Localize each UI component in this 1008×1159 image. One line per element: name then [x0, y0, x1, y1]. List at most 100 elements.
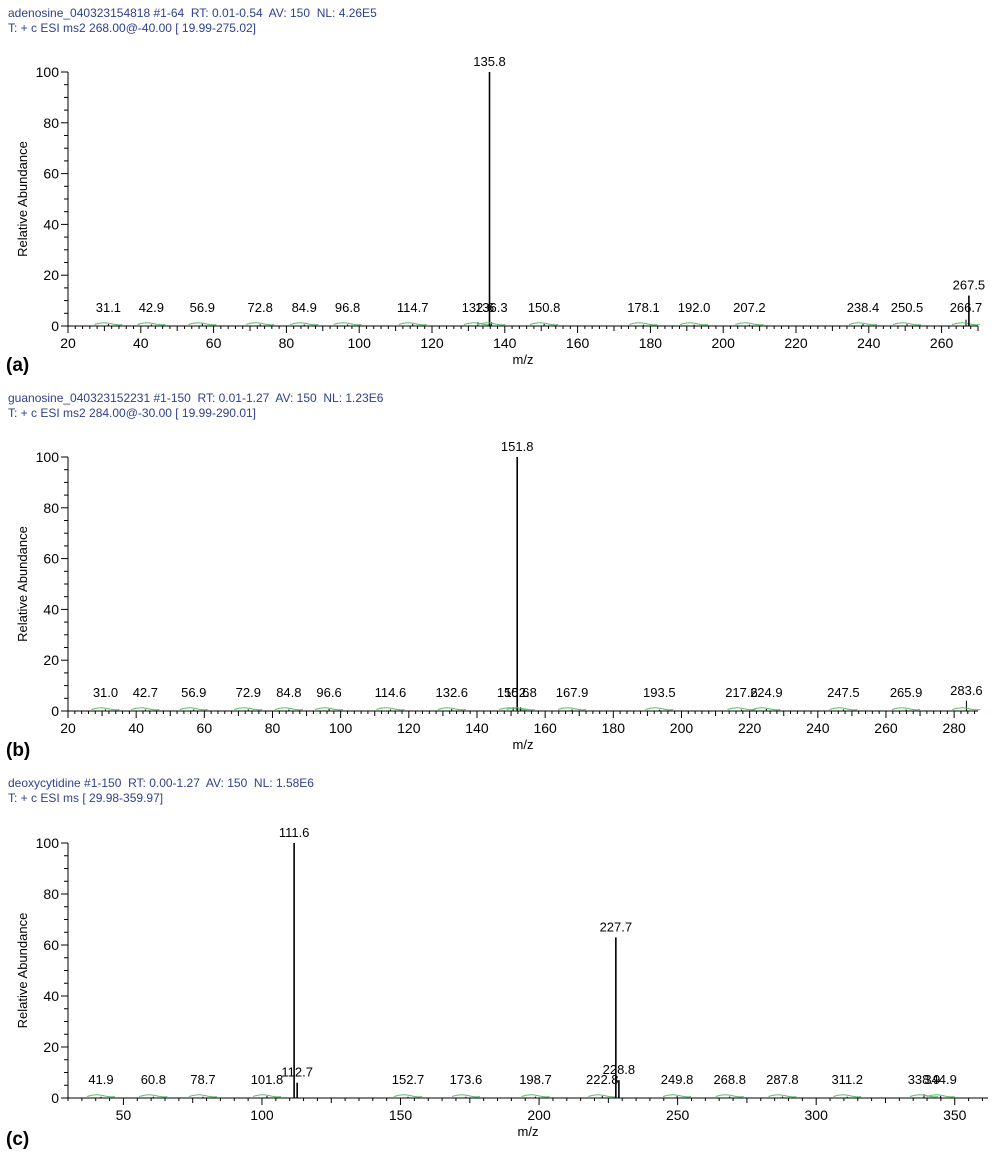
peak-label: 178.1 — [627, 300, 660, 315]
peak-label: 228.8 — [603, 1062, 636, 1077]
y-tick-label: 80 — [43, 500, 59, 516]
peak-label: 267.5 — [953, 278, 986, 293]
peak-label: 266.7 — [950, 300, 983, 315]
baseline-marker — [715, 1094, 744, 1098]
baseline-marker — [521, 1094, 550, 1098]
baseline-marker — [752, 707, 781, 711]
peak-label: 112.7 — [281, 1065, 313, 1080]
x-tick-label: 20 — [60, 720, 76, 736]
peak-label: 265.9 — [890, 685, 923, 700]
x-tick-label: 120 — [397, 720, 421, 736]
peak-label: 192.0 — [678, 300, 711, 315]
baseline-marker — [909, 1094, 939, 1098]
x-tick-label: 250 — [666, 1107, 690, 1123]
x-tick-label: 220 — [784, 335, 808, 351]
peak-label: 217.6 — [725, 685, 758, 700]
baseline-marker — [477, 322, 506, 326]
y-axis-title: Relative Abundance — [15, 913, 30, 1029]
scan-header-line2: T: + c ESI ms2 284.00@-30.00 [ 19.99-290… — [8, 406, 256, 420]
peak-label: 60.8 — [141, 1072, 166, 1087]
y-tick-label: 40 — [43, 601, 59, 617]
baseline-marker — [952, 707, 981, 711]
baseline-marker — [498, 707, 528, 711]
y-tick-label: 20 — [43, 1039, 59, 1055]
peak-label: 152.8 — [504, 685, 537, 700]
peak-label: 31.1 — [96, 300, 121, 315]
x-tick-label: 60 — [206, 335, 222, 351]
peak-label: 72.9 — [236, 685, 261, 700]
x-tick-label: 100 — [348, 335, 372, 351]
x-tick-label: 40 — [128, 720, 144, 736]
scan-header-line1: deoxycytidine #1-150 RT: 0.00-1.27 AV: 1… — [8, 776, 314, 790]
baseline-marker — [951, 322, 981, 326]
y-tick-label: 100 — [36, 835, 60, 851]
y-axis-title: Relative Abundance — [15, 141, 30, 257]
peak-label: 42.7 — [133, 685, 158, 700]
peak-label: 84.9 — [292, 300, 317, 315]
baseline-marker — [662, 1094, 692, 1098]
peak-label: 101.8 — [251, 1072, 284, 1087]
x-tick-label: 200 — [527, 1107, 551, 1123]
baseline-marker — [179, 707, 208, 711]
peak-label: 150.6 — [497, 685, 530, 700]
baseline-marker — [588, 1094, 617, 1098]
x-axis-title: m/z — [513, 352, 534, 367]
peak-label: 311.2 — [831, 1072, 863, 1087]
x-tick-label: 140 — [465, 720, 489, 736]
peak-label: 287.8 — [766, 1072, 799, 1087]
baseline-marker — [86, 1094, 116, 1098]
baseline-marker — [393, 1094, 423, 1098]
peak-label: 136.3 — [475, 300, 508, 315]
y-tick-label: 0 — [51, 1090, 59, 1106]
baseline-marker — [557, 707, 587, 711]
peak-label: 96.6 — [316, 685, 341, 700]
x-tick-label: 160 — [566, 335, 590, 351]
x-tick-label: 60 — [197, 720, 213, 736]
peak-label: 111.6 — [279, 825, 310, 840]
peak-label: 238.4 — [847, 300, 880, 315]
x-tick-label: 20 — [60, 335, 76, 351]
y-tick-label: 20 — [43, 652, 59, 668]
peak-label: 338.9 — [908, 1072, 941, 1087]
x-tick-label: 240 — [857, 335, 881, 351]
baseline-marker — [892, 322, 922, 326]
peak-label: 78.7 — [190, 1072, 215, 1087]
baseline-marker — [188, 1094, 218, 1098]
x-tick-label: 260 — [874, 720, 898, 736]
x-tick-label: 180 — [639, 335, 663, 351]
x-tick-label: 50 — [116, 1107, 132, 1123]
baseline-marker — [376, 707, 405, 711]
x-tick-label: 150 — [389, 1107, 413, 1123]
baseline-marker — [891, 707, 921, 711]
peak-label: 114.6 — [375, 685, 407, 700]
x-tick-label: 100 — [329, 720, 353, 736]
y-tick-label: 0 — [51, 703, 59, 719]
y-axis-title: Relative Abundance — [15, 526, 30, 642]
baseline-marker — [506, 707, 535, 711]
peak-label: 72.8 — [248, 300, 273, 315]
y-tick-label: 0 — [51, 318, 59, 334]
baseline-marker — [252, 1094, 282, 1098]
baseline-marker — [333, 322, 362, 326]
x-axis-title: m/z — [513, 737, 534, 752]
spectrum-panel-c: deoxycytidine #1-150 RT: 0.00-1.27 AV: 1… — [0, 770, 1008, 1159]
baseline-marker — [529, 322, 559, 326]
baseline-marker — [94, 322, 123, 326]
peak-label: 224.9 — [750, 685, 783, 700]
x-tick-label: 260 — [930, 335, 954, 351]
peak-label: 222.8 — [586, 1072, 619, 1087]
baseline-marker — [314, 707, 344, 711]
peak-label: 268.8 — [713, 1072, 746, 1087]
baseline-marker — [290, 322, 319, 326]
y-tick-label: 80 — [43, 886, 59, 902]
baseline-marker — [629, 322, 658, 326]
x-tick-label: 100 — [250, 1107, 274, 1123]
peak-label: 344.9 — [924, 1072, 957, 1087]
peak-label: 173.6 — [450, 1072, 483, 1087]
x-tick-label: 180 — [602, 720, 626, 736]
peak-label: 152.7 — [392, 1072, 425, 1087]
baseline-marker — [451, 1094, 481, 1098]
x-tick-label: 120 — [420, 335, 444, 351]
